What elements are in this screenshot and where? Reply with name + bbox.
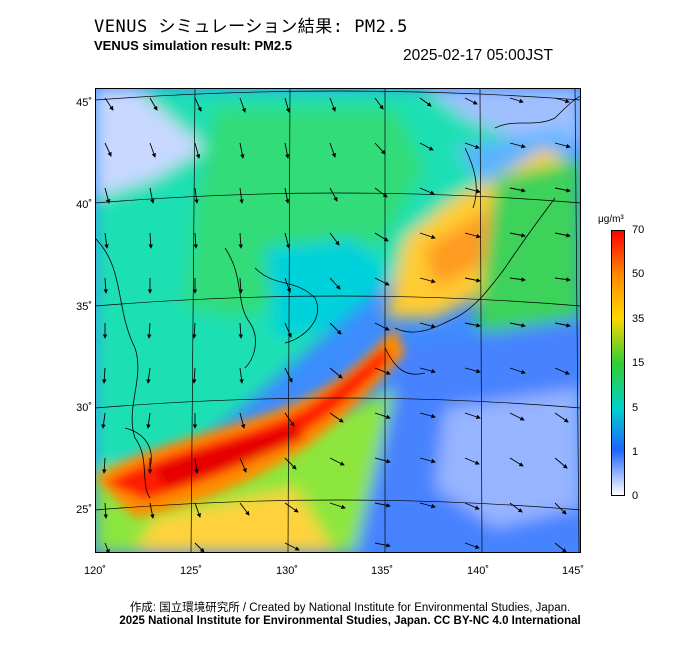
lon-label-120: 120˚: [83, 565, 107, 577]
colorbar-tick-0: 0: [632, 490, 639, 502]
colorbar-tick-70: 70: [632, 224, 645, 236]
colorbar-tick-15: 15: [632, 357, 645, 369]
pollution-belt: [95, 328, 405, 518]
colorbar: [611, 230, 625, 496]
lat-label-30: 30˚: [76, 402, 92, 414]
colorbar-tick-5: 5: [632, 402, 639, 414]
colorbar-tick-50: 50: [632, 268, 645, 280]
lat-label-45: 45˚: [76, 97, 92, 109]
lat-label-40: 40˚: [76, 199, 92, 211]
title-english: VENUS simulation result: PM2.5: [94, 38, 292, 53]
colorbar-tick-35: 35: [632, 313, 645, 325]
lon-label-125: 125˚: [179, 565, 203, 577]
map-border: [95, 88, 581, 553]
colorbar-tick-1: 1: [632, 446, 639, 458]
colorbar-unit: μg/m³: [598, 214, 624, 225]
credit-line: 作成: 国立環境研究所 / Created by National Instit…: [129, 602, 571, 614]
lon-label-140: 140˚: [466, 565, 490, 577]
wind-vectors: [101, 97, 571, 553]
lon-label-130: 130˚: [275, 565, 299, 577]
graticule: [95, 88, 581, 553]
copyright-line: 2025 National Institute for Environmenta…: [119, 615, 581, 627]
lat-label-25: 25˚: [76, 504, 92, 516]
title-japanese: VENUS シミュレーション結果: PM2.5: [94, 17, 408, 37]
lon-label-145: 145˚: [561, 565, 585, 577]
pm25-map: [95, 88, 581, 553]
lat-label-35: 35˚: [76, 301, 92, 313]
lon-label-135: 135˚: [370, 565, 394, 577]
timestamp: 2025-02-17 05:00JST: [403, 47, 553, 64]
coastlines: [95, 95, 581, 499]
